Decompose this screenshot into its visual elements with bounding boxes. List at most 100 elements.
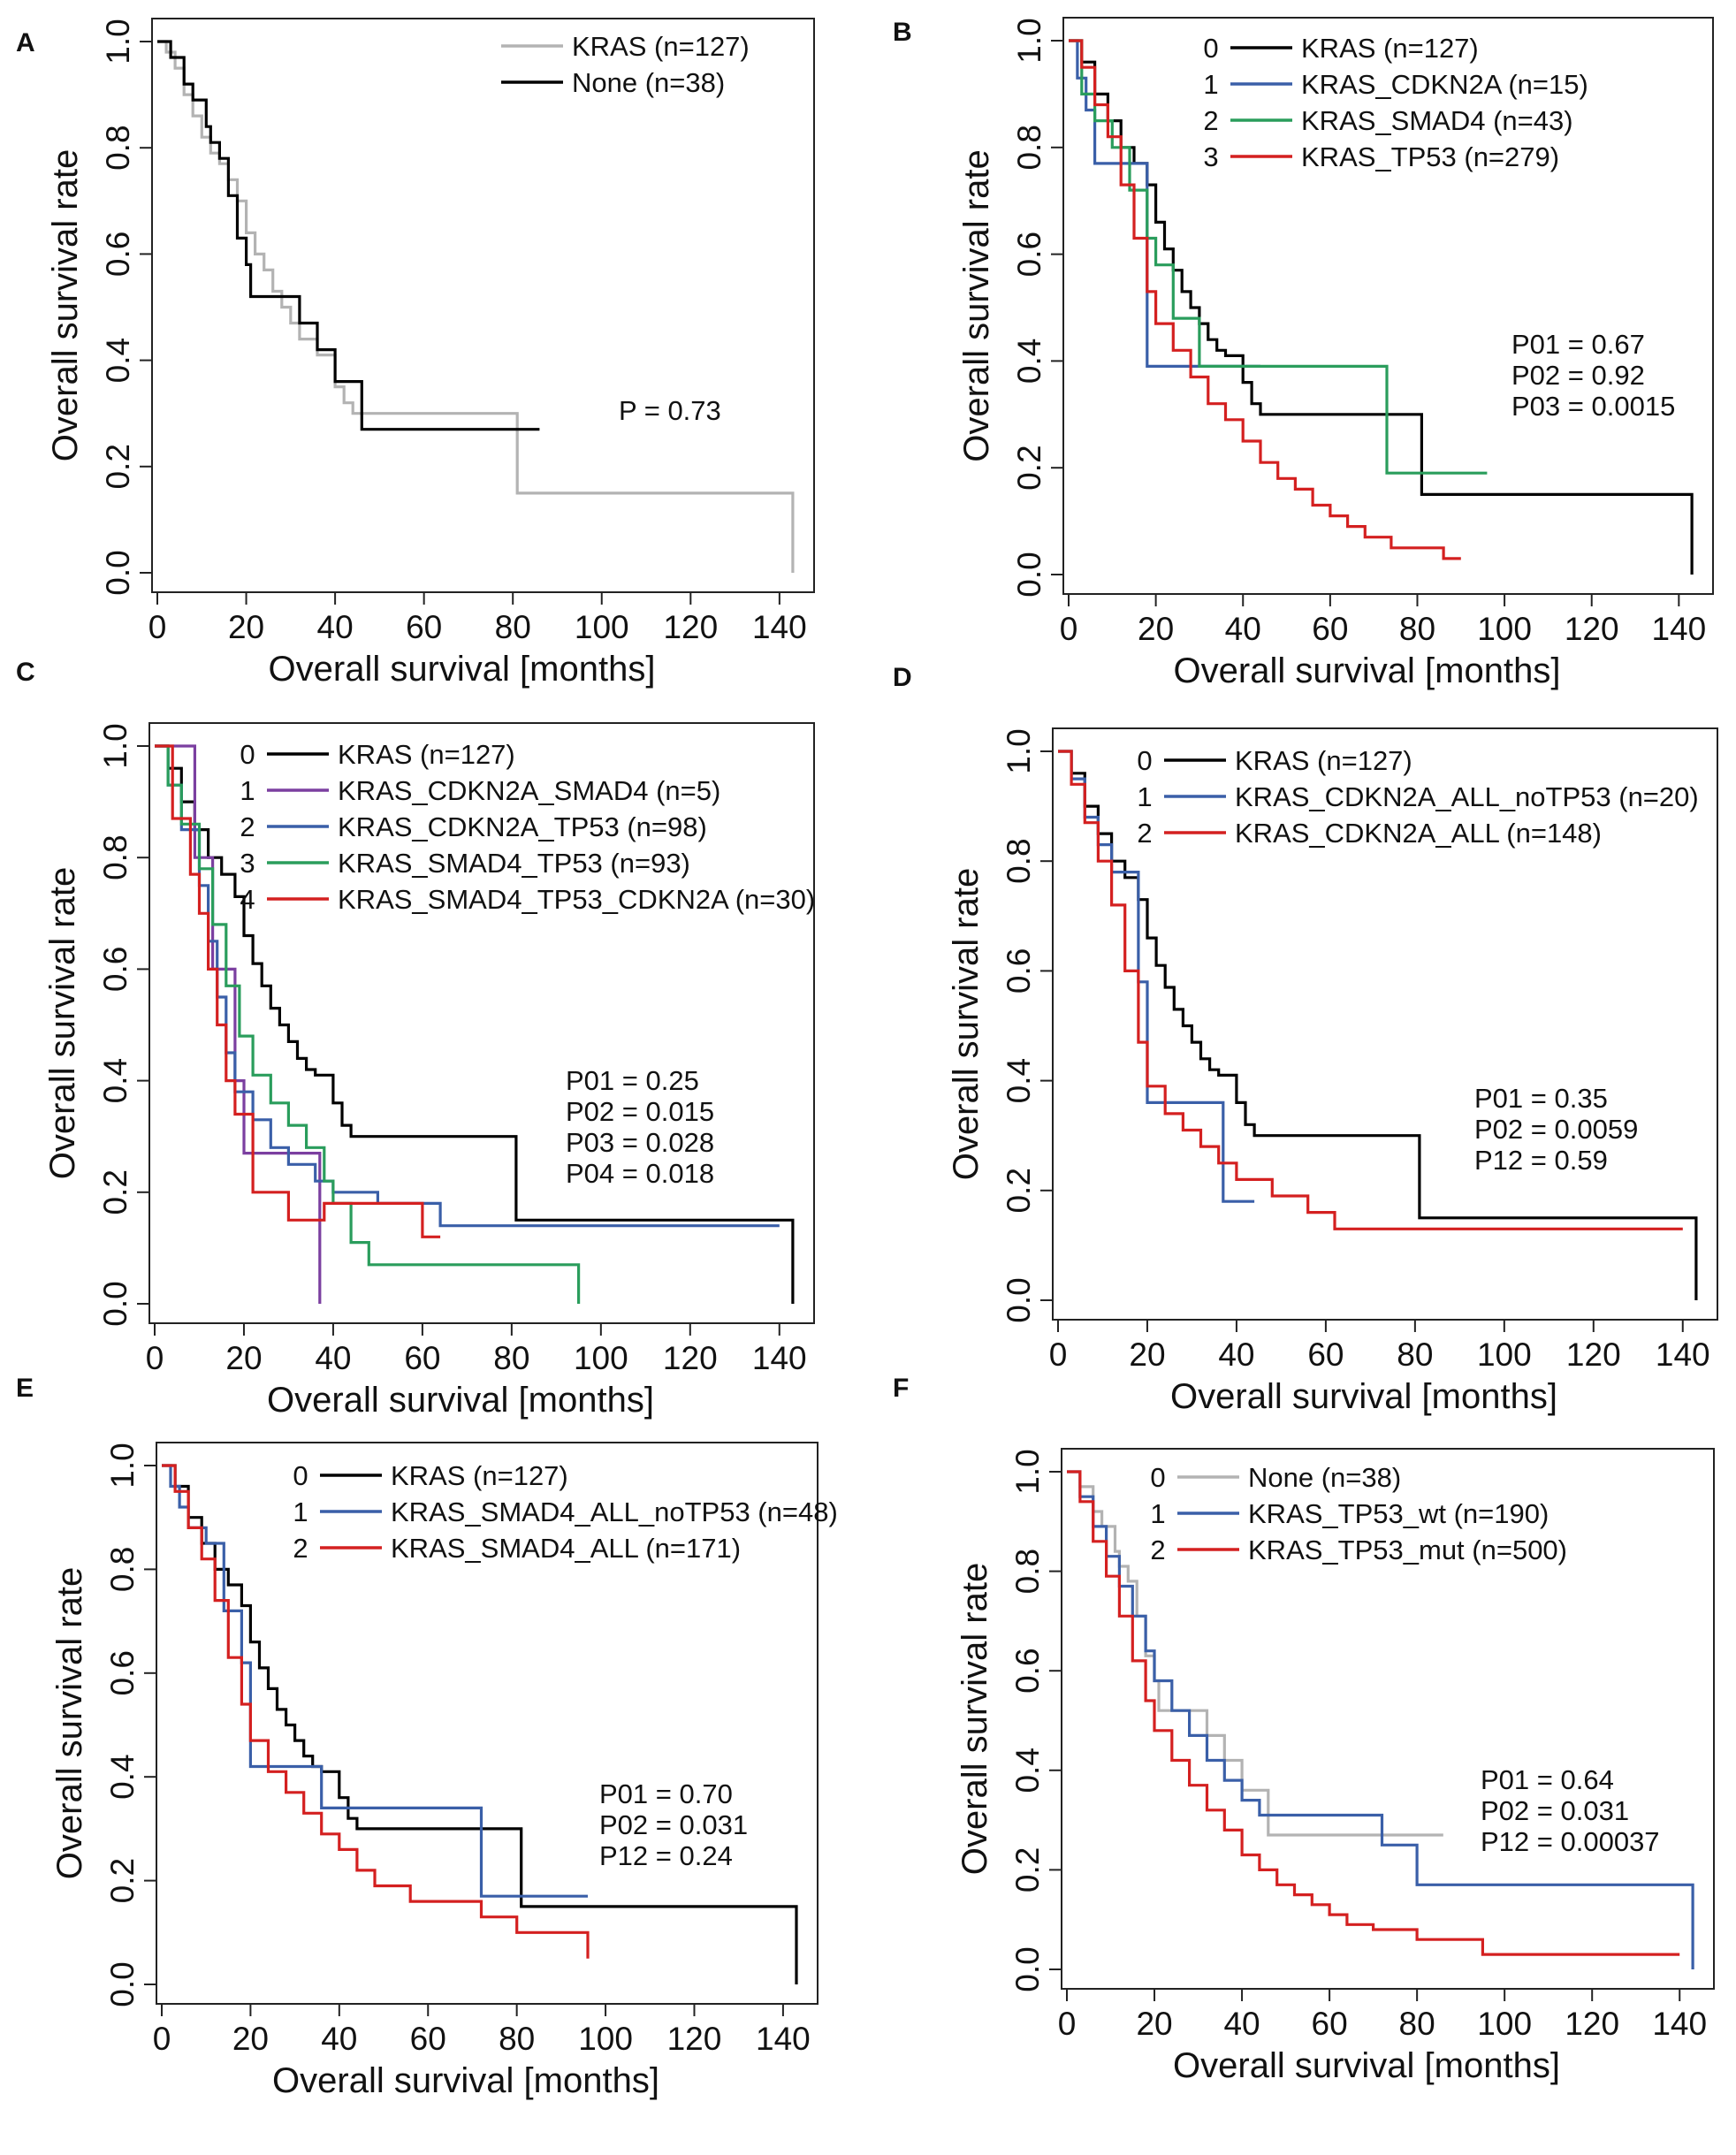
- panel-d: D0 20 40 60 80 100 120 1400.00.20.40.60.81.0Ove…: [893, 663, 1718, 1416]
- p-value-text: P01 = 0.35: [1474, 1083, 1608, 1114]
- p-value-text: P01 = 0.64: [1481, 1764, 1614, 1795]
- legend-label: KRAS_CDKN2A_ALL (n=148): [1235, 818, 1602, 849]
- x-tick-label: 140: [756, 2021, 811, 2057]
- legend-label: None (n=38): [572, 67, 725, 98]
- y-tick-label: 0.2: [104, 1858, 141, 1903]
- legend-number: 0: [1203, 33, 1218, 64]
- y-tick-label: 0.4: [1009, 1748, 1046, 1793]
- survival-curve-0: [155, 744, 795, 1304]
- x-tick-label: 120: [1565, 2006, 1619, 2042]
- y-tick-label: 0.6: [1011, 232, 1047, 277]
- legend-number: 0: [1150, 1462, 1165, 1493]
- legend-label: KRAS (n=127): [1235, 745, 1412, 776]
- y-tick-label: 0.4: [97, 1058, 133, 1103]
- x-tick-label: 0: [1049, 1336, 1068, 1373]
- p-value-text: P03 = 0.028: [566, 1127, 714, 1158]
- x-tick-label: 60: [1312, 611, 1348, 647]
- x-tick-label: 120: [663, 1340, 718, 1376]
- x-tick-label: 20: [1136, 2006, 1172, 2042]
- y-tick-label: 1.0: [100, 19, 136, 64]
- survival-curve-2: [1058, 750, 1683, 1230]
- y-tick-label: 0.4: [100, 338, 136, 383]
- x-tick-label: 0: [1058, 2006, 1077, 2042]
- legend-label: KRAS_CDKN2A_ALL_noTP53 (n=20): [1235, 781, 1699, 812]
- legend-label: KRAS_SMAD4_TP53_CDKN2A (n=30): [338, 884, 815, 915]
- legend-label: KRAS_TP53_mut (n=500): [1248, 1534, 1567, 1565]
- x-axis-title: Overall survival [months]: [1173, 2046, 1560, 2085]
- survival-curve-0: [1069, 39, 1694, 575]
- x-tick-label: 40: [321, 2021, 357, 2057]
- x-tick-label: 80: [1397, 1336, 1433, 1373]
- x-tick-label: 20: [232, 2021, 269, 2057]
- x-tick-label: 0: [1060, 611, 1078, 647]
- y-tick-label: 0.8: [1009, 1549, 1046, 1594]
- y-tick-label: 0.6: [1001, 948, 1037, 994]
- x-tick-label: 120: [1566, 1336, 1621, 1373]
- legend-label: KRAS (n=127): [391, 1460, 568, 1491]
- y-tick-label: 0.0: [104, 1961, 141, 2007]
- plot-frame: [148, 722, 815, 1324]
- legend-label: KRAS (n=127): [572, 31, 750, 62]
- x-axis-title: Overall survival [months]: [269, 650, 656, 689]
- x-tick-label: 40: [317, 609, 354, 645]
- x-tick-label: 100: [578, 2021, 633, 2057]
- x-tick-label: 140: [752, 1340, 807, 1376]
- p-value-text: P02 = 0.031: [1481, 1795, 1629, 1826]
- x-axis-title: Overall survival [months]: [272, 2061, 659, 2100]
- y-axis-title: Overall survival rate: [957, 149, 996, 461]
- legend-number: 2: [1137, 818, 1152, 849]
- x-tick-label: 140: [1651, 611, 1706, 647]
- y-tick-label: 0.4: [1011, 339, 1047, 384]
- x-tick-label: 60: [406, 609, 442, 645]
- y-tick-label: 0.0: [1009, 1946, 1046, 1991]
- plot-frame: [1061, 1448, 1715, 1990]
- x-axis-title: Overall survival [months]: [1170, 1377, 1557, 1416]
- panel-label: F: [893, 1374, 909, 1403]
- survival-curve-0: [157, 40, 795, 573]
- plot-frame: [1052, 727, 1718, 1321]
- y-axis-title: Overall survival rate: [50, 1567, 89, 1879]
- x-tick-label: 20: [1138, 611, 1174, 647]
- legend-number: 2: [293, 1533, 308, 1564]
- survival-curve-3: [1069, 39, 1461, 560]
- legend-label: None (n=38): [1248, 1462, 1401, 1493]
- legend-label: KRAS_SMAD4_TP53 (n=93): [338, 848, 690, 879]
- panel-c: C0 20 40 60 80 100 120 1400.00.20.40.60.81.0Ove…: [16, 658, 815, 1420]
- survival-curve-2: [162, 1464, 590, 1959]
- legend-number: 0: [1137, 745, 1152, 776]
- legend-number: 1: [1203, 69, 1218, 100]
- x-tick-label: 0: [153, 2021, 171, 2057]
- y-tick-label: 0.4: [104, 1754, 141, 1799]
- x-tick-label: 100: [574, 1340, 628, 1376]
- panel-f: F0 20 40 60 80 100 120 1400.00.20.40.60.81.0Ove…: [893, 1374, 1715, 2085]
- y-tick-label: 0.8: [100, 125, 136, 170]
- legend-label: KRAS_SMAD4_ALL_noTP53 (n=48): [391, 1496, 838, 1527]
- survival-curve-1: [155, 744, 322, 1304]
- y-tick-label: 1.0: [97, 723, 133, 768]
- legend-number: 1: [1150, 1498, 1165, 1529]
- x-tick-label: 60: [404, 1340, 440, 1376]
- legend-number: 0: [293, 1460, 308, 1491]
- legend-number: 2: [240, 811, 255, 842]
- p-value-text: P12 = 0.24: [599, 1840, 733, 1871]
- y-axis-title: Overall survival rate: [43, 867, 82, 1179]
- legend-label: KRAS_CDKN2A (n=15): [1301, 69, 1588, 100]
- survival-curve-1: [1058, 750, 1255, 1203]
- y-tick-label: 0.8: [1011, 125, 1047, 170]
- legend-number: 3: [1203, 141, 1218, 172]
- panel-label: D: [893, 663, 912, 692]
- survival-curve-4: [155, 744, 441, 1238]
- survival-curve-1: [1067, 1470, 1694, 1969]
- y-tick-label: 0.8: [104, 1547, 141, 1592]
- legend-label: KRAS_TP53_wt (n=190): [1248, 1498, 1549, 1529]
- x-tick-label: 100: [1477, 2006, 1532, 2042]
- x-tick-label: 80: [493, 1340, 529, 1376]
- y-tick-label: 1.0: [104, 1443, 141, 1488]
- x-tick-label: 20: [1129, 1336, 1165, 1373]
- y-tick-label: 1.0: [1011, 18, 1047, 63]
- x-tick-label: 100: [1477, 1336, 1532, 1373]
- x-tick-label: 40: [1223, 2006, 1260, 2042]
- x-axis-title: Overall survival [months]: [1174, 651, 1561, 690]
- x-tick-label: 40: [1218, 1336, 1254, 1373]
- y-tick-label: 0.2: [1009, 1847, 1046, 1892]
